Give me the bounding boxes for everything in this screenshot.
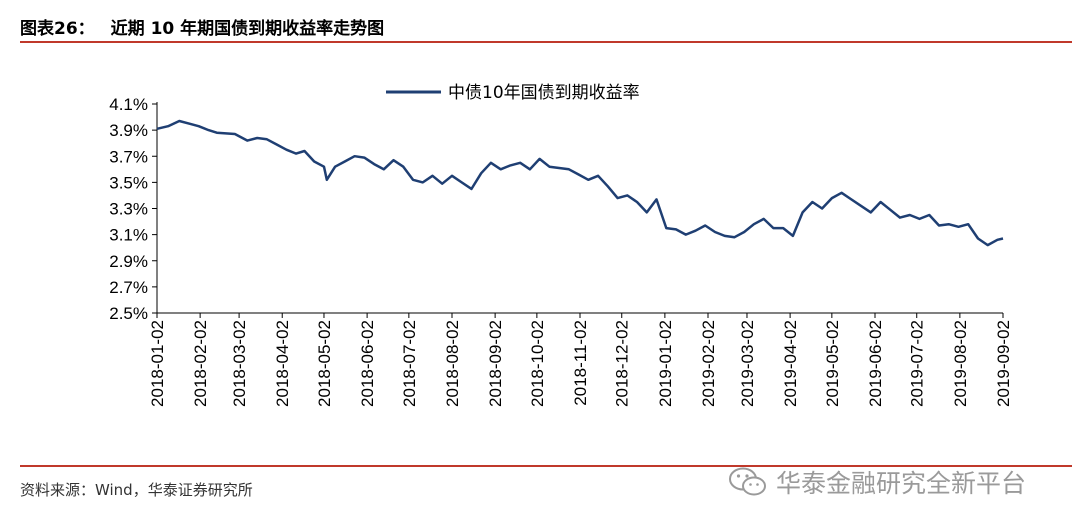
series-line [156, 119, 1004, 247]
figure-number: 图表26： [20, 19, 95, 39]
x-tick-label: 2018-11-02 [571, 320, 590, 406]
top-divider [20, 41, 1072, 43]
y-tick-label: 3.1% [109, 226, 148, 245]
y-tick-label: 3.9% [109, 121, 148, 140]
y-tick-label: 2.5% [109, 304, 148, 323]
x-tick-label: 2018-10-02 [528, 320, 547, 407]
x-tick-label: 2019-09-02 [994, 320, 1013, 407]
x-tick-label: 2019-06-02 [866, 320, 885, 407]
x-tick-label: 2019-05-02 [823, 320, 842, 407]
x-tick-label: 2018-07-02 [400, 320, 419, 407]
y-tick-label: 2.9% [109, 252, 148, 271]
y-tick-label: 3.5% [109, 173, 148, 192]
x-tick-label: 2018-12-02 [613, 320, 632, 407]
source-note: 资料来源：Wind，华泰证券研究所 [20, 481, 253, 499]
y-tick-label: 4.1% [109, 95, 148, 114]
x-tick-label: 2018-08-02 [443, 320, 462, 407]
x-tick-label: 2018-02-02 [191, 320, 210, 407]
figure-title: 图表26： 近期 10 年期国债到期收益率走势图 [20, 14, 384, 39]
x-tick-label: 2019-08-02 [951, 320, 970, 407]
x-tick-label: 2018-09-02 [486, 320, 505, 407]
y-tick-label: 3.7% [109, 147, 148, 166]
watermark: 华泰金融研究全新平台 [728, 465, 1026, 499]
x-tick-label: 2019-03-02 [738, 320, 757, 407]
watermark-text: 华泰金融研究全新平台 [776, 469, 1027, 498]
y-tick-label: 3.3% [109, 200, 148, 219]
x-tick-label: 2018-01-02 [148, 320, 167, 407]
x-tick-label: 2019-07-02 [908, 320, 927, 407]
x-tick-label: 2018-04-02 [273, 320, 292, 407]
x-tick-label: 2018-06-02 [358, 320, 377, 407]
x-tick-label: 2018-03-02 [230, 320, 249, 407]
figure-title-text: 近期 10 年期国债到期收益率走势图 [110, 19, 385, 39]
x-tick-label: 2019-01-02 [656, 320, 675, 407]
x-tick-label: 2019-02-02 [699, 320, 718, 407]
wechat-icon [729, 467, 766, 496]
y-tick-label: 2.7% [109, 278, 148, 297]
bottom-divider [20, 465, 1072, 467]
x-tick-label: 2018-05-02 [315, 320, 334, 407]
legend-label: 中债10年国债到期收益率 [448, 83, 640, 103]
x-tick-label: 2019-04-02 [781, 320, 800, 407]
yield-chart: 2.5% 2.7% 2.9% 3.1% 3.3% 3.5% 3.7% 3.9% 4.1% 2018… [109, 83, 1013, 407]
